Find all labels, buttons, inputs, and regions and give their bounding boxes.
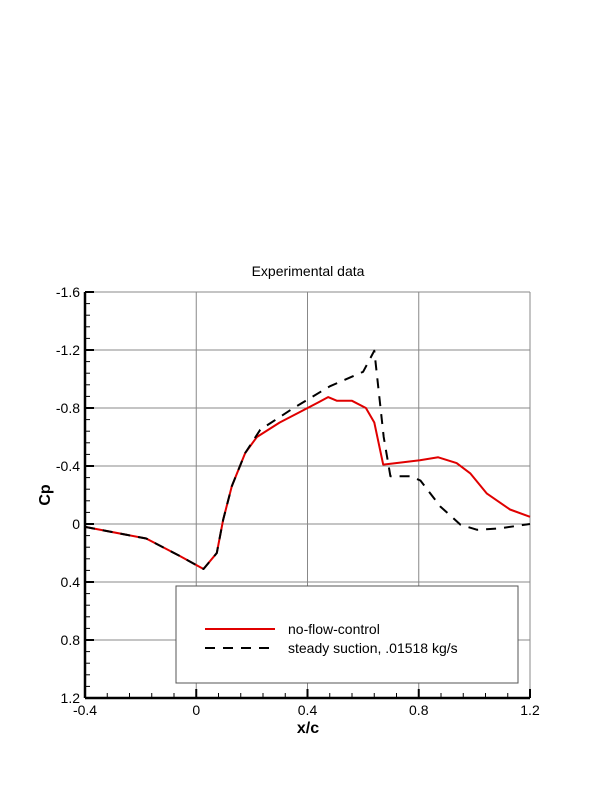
legend-box	[175, 585, 519, 684]
x-tick-label: 0.8	[409, 702, 429, 718]
y-axis-label: Cp	[37, 484, 54, 506]
legend-label-no-flow-control: no-flow-control	[288, 621, 380, 637]
y-tick-label: 0	[72, 516, 80, 532]
axes	[83, 291, 531, 700]
x-tick-label: 0.4	[298, 702, 318, 718]
x-tick-label: -0.4	[73, 702, 97, 718]
chart-title: Experimental data	[252, 263, 365, 279]
y-tick-label: -0.8	[56, 400, 80, 416]
y-tick-label: -1.2	[56, 342, 80, 358]
series-line-steady-suction	[84, 349, 531, 570]
x-tick-label: 1.2	[520, 702, 540, 718]
series-group	[84, 349, 531, 570]
y-tick-label: 0.4	[61, 574, 81, 590]
legend-label-steady-suction: steady suction, .01518 kg/s	[288, 640, 458, 656]
legend: no-flow-control steady suction, .01518 k…	[175, 585, 519, 684]
tick-labels: -0.4 0 0.4 0.8 1.2 -1.6 -1.2 -0.8 -0.4 0 0.4 0.8 1.2	[56, 284, 540, 718]
x-axis-label: x/c	[297, 720, 319, 737]
x-tick-label: 0	[192, 702, 200, 718]
y-tick-label: 1.2	[61, 690, 81, 706]
y-tick-label: -0.4	[56, 458, 80, 474]
y-tick-label: 0.8	[61, 632, 81, 648]
y-tick-label: -1.6	[56, 284, 80, 300]
